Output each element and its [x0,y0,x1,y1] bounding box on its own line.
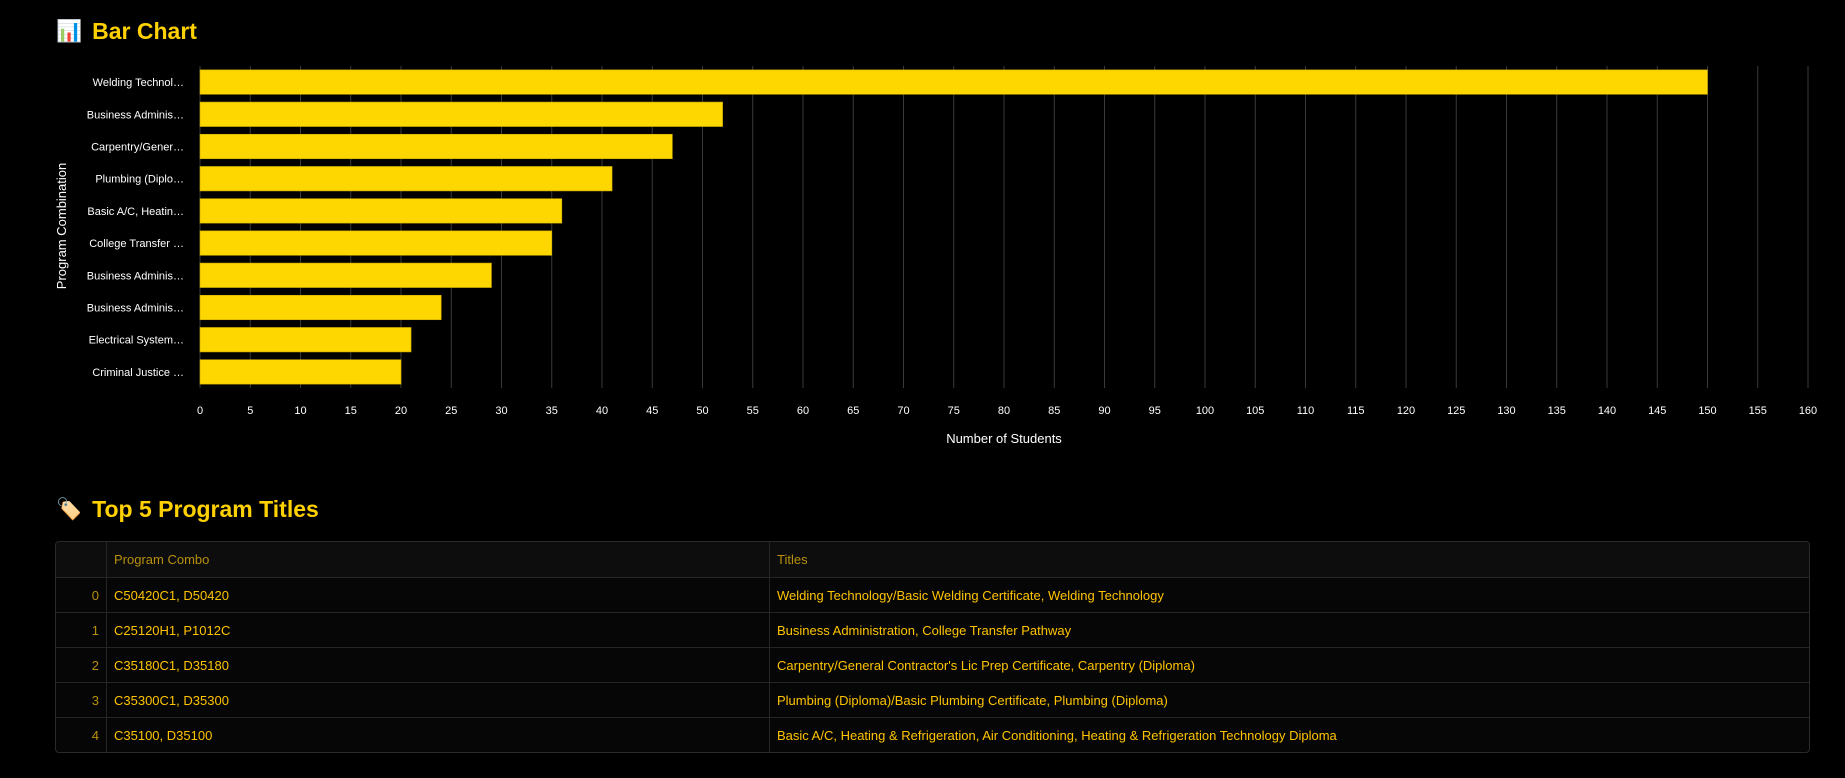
program-combo-cell[interactable]: C35180C1, D35180 [106,647,770,683]
x-tick-label: 30 [495,405,507,417]
y-tick-label: Welding Technol… [93,77,184,89]
table-row[interactable]: 4 C35100, D35100 Basic A/C, Heating & Refr… [56,717,1809,752]
table-header-row: Program Combo Titles [56,542,1809,578]
y-tick-label: Business Adminis… [87,270,184,282]
y-tick-label: Carpentry/Gener… [91,142,184,154]
row-index-cell[interactable]: 0 [56,577,107,613]
program-combo-cell[interactable]: C35300C1, D35300 [106,682,770,718]
x-tick-label: 105 [1246,405,1264,417]
table-section-title-text: Top 5 Program Titles [92,496,319,522]
x-tick-label: 160 [1799,405,1817,417]
x-tick-label: 100 [1196,405,1214,417]
column-header-titles[interactable]: Titles [769,542,1809,578]
x-tick-label: 155 [1749,405,1767,417]
y-tick-label: College Transfer … [89,238,184,250]
y-tick-label: Business Adminis… [87,303,184,315]
table-section-title: 🏷️ Top 5 Program Titles [56,496,319,523]
table-row[interactable]: 1 C25120H1, P1012C Business Administration… [56,612,1809,648]
bar-chart-icon: 📊 [56,19,83,43]
row-index-cell[interactable]: 2 [56,647,107,683]
x-tick-label: 5 [247,405,253,417]
bar[interactable] [199,69,1708,95]
tag-icon: 🏷️ [56,497,83,521]
titles-cell[interactable]: Business Administration, College Transfe… [769,612,1809,648]
bar[interactable] [199,327,412,353]
table-row[interactable]: 0 C50420C1, D50420 Welding Technology/Basi… [56,577,1809,613]
bar[interactable] [199,198,563,224]
y-axis-title: Program Combination [54,163,69,289]
table-row[interactable]: 3 C35300C1, D35300 Plumbing (Diploma)/Basi… [56,682,1809,718]
x-tick-label: 130 [1497,405,1515,417]
y-tick-label: Plumbing (Diplo… [95,174,184,186]
x-tick-label: 95 [1149,405,1161,417]
program-combo-cell[interactable]: C35100, D35100 [106,717,770,752]
x-tick-label: 115 [1347,405,1365,417]
program-combo-cell[interactable]: C50420C1, D50420 [106,577,770,613]
x-tick-label: 50 [696,405,708,417]
titles-cell[interactable]: Plumbing (Diploma)/Basic Plumbing Certif… [769,682,1809,718]
bar[interactable] [199,101,723,127]
x-tick-label: 125 [1447,405,1465,417]
x-tick-label: 35 [546,405,558,417]
y-tick-label: Criminal Justice … [92,367,184,379]
titles-cell[interactable]: Basic A/C, Heating & Refrigeration, Air … [777,727,1337,743]
program-titles-table[interactable]: Program Combo Titles 0 C50420C1, D50420 We… [55,541,1810,753]
row-index-cell[interactable]: 3 [56,682,107,718]
y-tick-label: Basic A/C, Heatin… [87,206,184,218]
x-tick-label: 75 [948,405,960,417]
x-tick-label: 120 [1397,405,1415,417]
bar[interactable] [199,230,553,256]
table-row[interactable]: 2 C35180C1, D35180 Carpentry/General Contr… [56,647,1809,683]
x-tick-label: 150 [1698,405,1716,417]
x-tick-label: 85 [1048,405,1060,417]
column-header-program-combo[interactable]: Program Combo [106,542,770,578]
x-tick-label: 55 [747,405,759,417]
bar[interactable] [199,133,673,160]
y-tick-labels: Welding Technol… Business Adminis… Carpent… [87,77,184,379]
chart-section-title-text: Bar Chart [92,18,197,44]
bar[interactable] [199,359,402,385]
bar-chart: Welding Technol… Business Adminis… Carpent… [54,66,1817,446]
titles-cell[interactable]: Carpentry/General Contractor's Lic Prep … [769,647,1809,683]
x-tick-label: 70 [897,405,909,417]
x-tick-label: 135 [1548,405,1566,417]
y-tick-label: Business Adminis… [87,109,184,121]
x-tick-label: 20 [395,405,407,417]
x-tick-label: 45 [646,405,658,417]
x-tick-label: 80 [998,405,1010,417]
x-tick-labels: 0 5 10 15 20 25 30 35 40 45 50 55 60 65 70 75 80 85 90 95 10… [197,405,1817,417]
chart-bars [199,69,1708,385]
x-tick-label: 40 [596,405,608,417]
x-tick-label: 60 [797,405,809,417]
titles-cell[interactable]: Welding Technology/Basic Welding Certifi… [769,577,1809,613]
x-tick-label: 25 [445,405,457,417]
chart-section-title: 📊 Bar Chart [56,18,197,45]
row-index-cell[interactable]: 4 [56,717,107,752]
y-tick-label: Electrical System… [89,335,184,347]
x-tick-label: 140 [1598,405,1616,417]
x-tick-label: 145 [1648,405,1666,417]
bar[interactable] [199,166,613,192]
x-tick-label: 0 [197,405,203,417]
x-tick-label: 110 [1297,405,1315,417]
bar[interactable] [199,294,442,321]
x-tick-label: 90 [1098,405,1110,417]
x-tick-label: 15 [345,405,357,417]
row-index-cell[interactable]: 1 [56,612,107,648]
x-tick-label: 65 [847,405,859,417]
column-header-index[interactable] [56,542,107,578]
program-combo-cell[interactable]: C25120H1, P1012C [106,612,770,648]
x-tick-label: 10 [294,405,306,417]
x-axis-title: Number of Students [946,431,1062,446]
bar[interactable] [199,262,492,288]
